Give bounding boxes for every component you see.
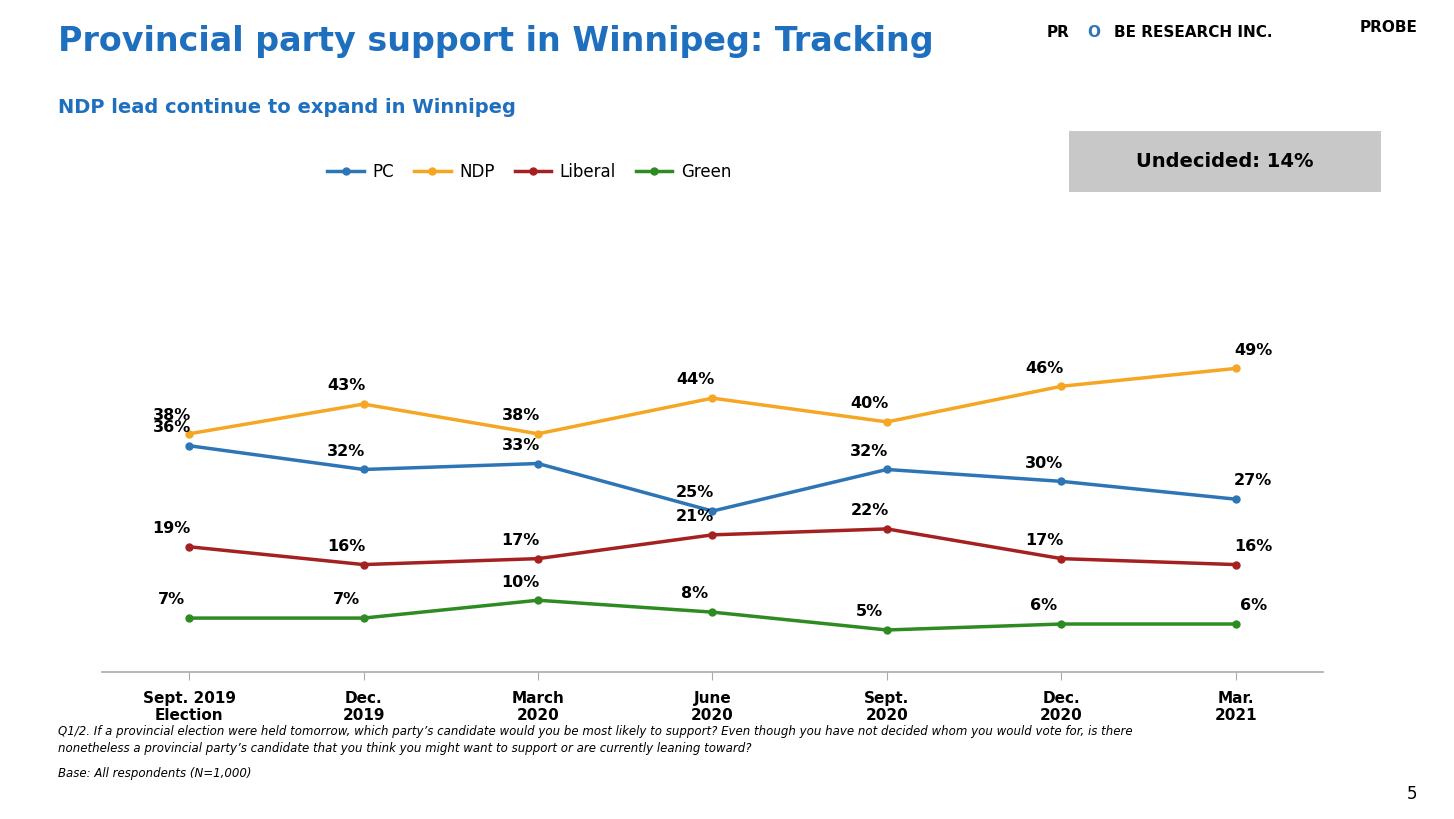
Text: 30%: 30% — [1025, 455, 1063, 471]
Text: 38%: 38% — [502, 408, 539, 423]
Text: 10%: 10% — [502, 575, 539, 590]
Text: Provincial party support in Winnipeg: Tracking: Provincial party support in Winnipeg: Tr… — [58, 25, 933, 57]
Text: 46%: 46% — [1025, 360, 1063, 376]
Text: 38%: 38% — [153, 408, 190, 423]
Text: 36%: 36% — [153, 420, 190, 435]
Text: 7%: 7% — [333, 592, 359, 608]
Text: 49%: 49% — [1234, 342, 1272, 358]
Text: 25%: 25% — [676, 486, 714, 500]
Text: 40%: 40% — [851, 396, 888, 411]
Text: Q1/2. If a provincial election were held tomorrow, which party’s candidate would: Q1/2. If a provincial election were held… — [58, 725, 1133, 755]
Text: 32%: 32% — [327, 444, 365, 459]
Text: Undecided: 14%: Undecided: 14% — [1136, 152, 1314, 171]
Text: 6%: 6% — [1031, 599, 1057, 613]
Text: PROBE: PROBE — [1359, 20, 1418, 35]
Text: 17%: 17% — [502, 533, 539, 548]
Text: 27%: 27% — [1234, 473, 1272, 488]
Text: 16%: 16% — [1234, 539, 1272, 554]
Text: 8%: 8% — [682, 586, 708, 601]
Text: 5%: 5% — [856, 604, 883, 619]
Text: 6%: 6% — [1240, 599, 1266, 613]
Text: 33%: 33% — [502, 438, 539, 453]
Text: BE RESEARCH INC.: BE RESEARCH INC. — [1114, 25, 1272, 40]
Text: PR: PR — [1047, 25, 1070, 40]
Text: Base: All respondents (N=1,000): Base: All respondents (N=1,000) — [58, 767, 252, 781]
Text: 7%: 7% — [158, 592, 185, 608]
Text: 32%: 32% — [851, 444, 888, 459]
Text: NDP lead continue to expand in Winnipeg: NDP lead continue to expand in Winnipeg — [58, 98, 516, 117]
Text: 5: 5 — [1407, 785, 1418, 803]
Text: 16%: 16% — [327, 539, 365, 554]
Legend: PC, NDP, Liberal, Green: PC, NDP, Liberal, Green — [321, 156, 737, 188]
Text: 19%: 19% — [153, 521, 190, 536]
Text: 21%: 21% — [676, 509, 714, 524]
Text: 22%: 22% — [851, 503, 888, 518]
Text: 44%: 44% — [676, 373, 714, 387]
Text: 17%: 17% — [1025, 533, 1063, 548]
Text: 43%: 43% — [327, 378, 365, 393]
Text: O: O — [1088, 25, 1101, 40]
